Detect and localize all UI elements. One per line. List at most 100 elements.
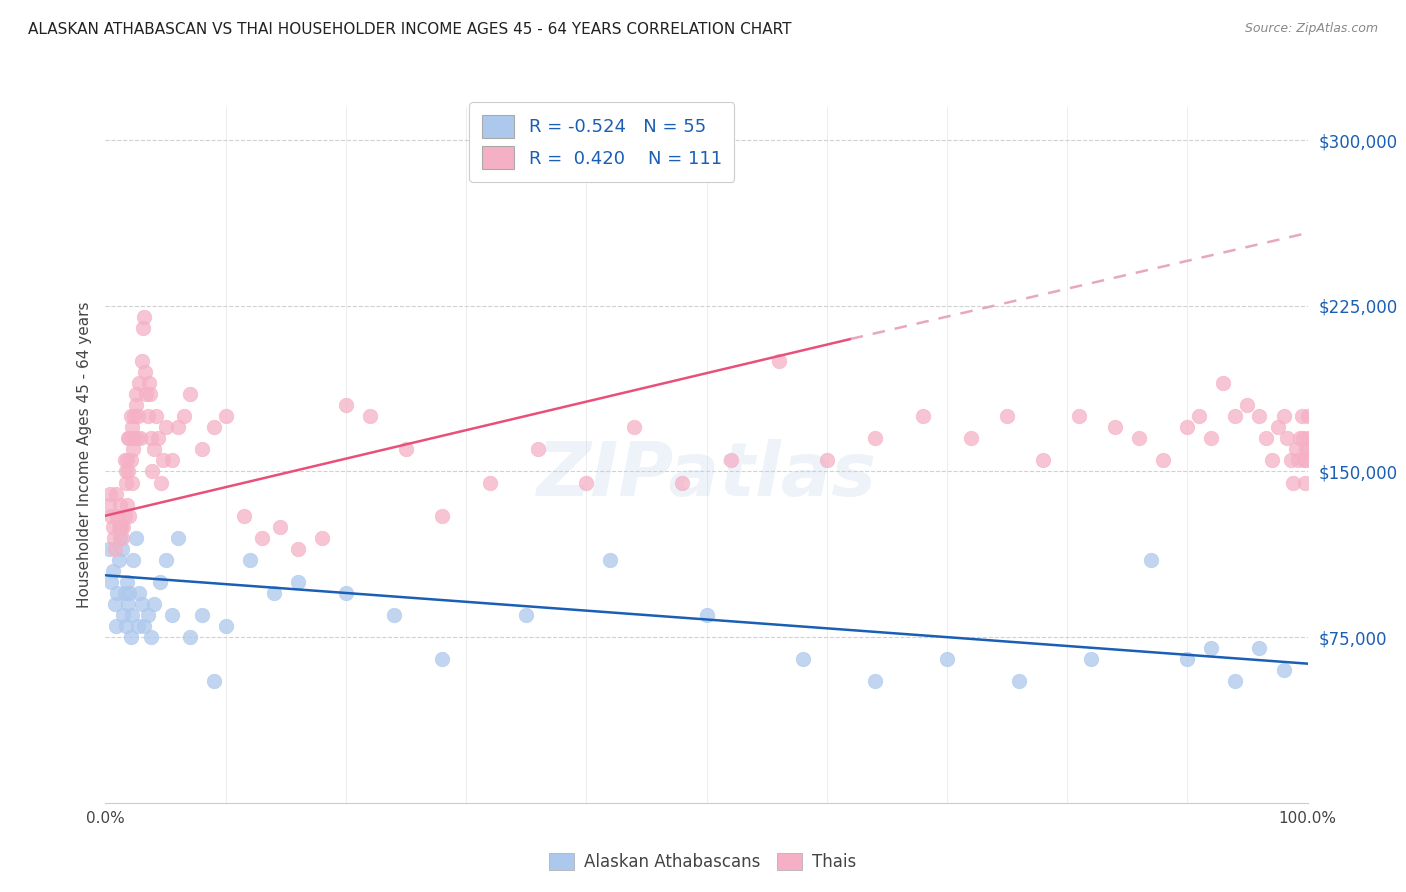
Text: ZIPatlas: ZIPatlas xyxy=(537,439,876,512)
Point xyxy=(1292,453,1315,467)
Point xyxy=(382,608,405,623)
Point xyxy=(121,420,143,434)
Point xyxy=(125,431,148,445)
Point xyxy=(115,453,138,467)
Point xyxy=(118,508,141,523)
Point xyxy=(114,586,136,600)
Point xyxy=(287,541,309,556)
Point xyxy=(1284,442,1306,457)
Point xyxy=(135,387,157,401)
Point xyxy=(103,531,125,545)
Point xyxy=(107,519,129,533)
Point xyxy=(111,531,134,545)
Point xyxy=(132,321,155,335)
Point xyxy=(138,376,160,391)
Point xyxy=(190,608,212,623)
Point xyxy=(1175,652,1198,666)
Point xyxy=(148,431,170,445)
Point xyxy=(599,553,621,567)
Point xyxy=(112,519,135,533)
Point xyxy=(1104,420,1126,434)
Point xyxy=(132,310,155,324)
Point xyxy=(127,619,149,633)
Point xyxy=(155,420,177,434)
Point xyxy=(115,574,138,589)
Point xyxy=(179,387,201,401)
Point xyxy=(124,409,146,424)
Point xyxy=(311,531,333,545)
Point xyxy=(1275,431,1298,445)
Point xyxy=(104,541,127,556)
Point xyxy=(430,508,453,523)
Point xyxy=(139,387,162,401)
Legend: Alaskan Athabascans, Thais: Alaskan Athabascans, Thais xyxy=(541,845,865,880)
Point xyxy=(139,630,162,644)
Point xyxy=(134,365,156,379)
Point xyxy=(1267,420,1289,434)
Point xyxy=(1008,674,1031,689)
Point xyxy=(136,608,159,623)
Point xyxy=(108,498,131,512)
Point xyxy=(359,409,381,424)
Point xyxy=(1296,431,1319,445)
Point xyxy=(117,597,139,611)
Point xyxy=(214,619,236,633)
Point xyxy=(160,453,183,467)
Point xyxy=(1254,431,1277,445)
Point xyxy=(122,553,145,567)
Point xyxy=(160,608,183,623)
Point xyxy=(1272,663,1295,677)
Point xyxy=(117,465,139,479)
Point xyxy=(114,453,136,467)
Point xyxy=(815,453,838,467)
Point xyxy=(1286,453,1309,467)
Point xyxy=(335,398,357,412)
Point xyxy=(100,508,122,523)
Point xyxy=(214,409,236,424)
Point xyxy=(118,431,141,445)
Point xyxy=(108,531,131,545)
Point xyxy=(149,475,172,490)
Point xyxy=(115,619,138,633)
Point xyxy=(128,376,150,391)
Point xyxy=(1296,409,1319,424)
Point xyxy=(239,553,262,567)
Point xyxy=(1282,475,1305,490)
Point xyxy=(232,508,254,523)
Point xyxy=(527,442,550,457)
Point xyxy=(202,674,225,689)
Point xyxy=(1188,409,1211,424)
Point xyxy=(1201,641,1223,656)
Point xyxy=(131,597,153,611)
Point xyxy=(120,409,142,424)
Point xyxy=(129,431,152,445)
Point xyxy=(98,486,121,500)
Point xyxy=(479,475,502,490)
Point xyxy=(104,597,127,611)
Point xyxy=(202,420,225,434)
Point xyxy=(1279,453,1302,467)
Point xyxy=(122,442,145,457)
Point xyxy=(118,586,141,600)
Point xyxy=(107,508,129,523)
Point xyxy=(995,409,1018,424)
Point xyxy=(145,409,167,424)
Point xyxy=(105,619,128,633)
Point xyxy=(720,453,742,467)
Point xyxy=(148,574,170,589)
Point xyxy=(395,442,418,457)
Point xyxy=(152,453,174,467)
Point xyxy=(1249,641,1271,656)
Point xyxy=(1225,674,1247,689)
Point xyxy=(110,519,132,533)
Point xyxy=(115,475,138,490)
Point xyxy=(117,431,139,445)
Point xyxy=(111,541,134,556)
Point xyxy=(139,431,162,445)
Point xyxy=(100,574,122,589)
Point xyxy=(263,586,285,600)
Point xyxy=(124,398,146,412)
Y-axis label: Householder Income Ages 45 - 64 years: Householder Income Ages 45 - 64 years xyxy=(76,301,91,608)
Point xyxy=(623,420,645,434)
Point xyxy=(1289,431,1312,445)
